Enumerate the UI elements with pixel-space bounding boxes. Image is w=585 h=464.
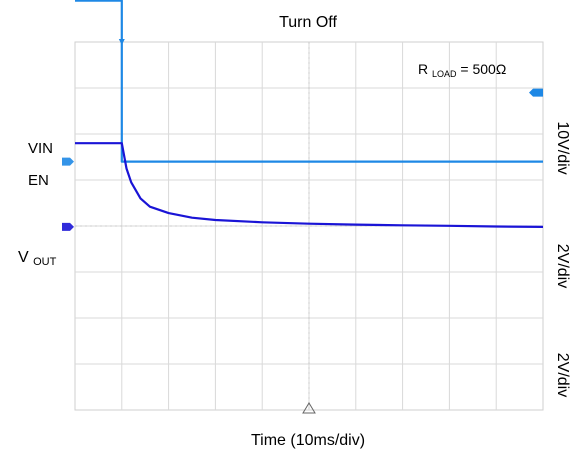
series-label-en: EN [28,172,49,189]
vout-label-main: V [18,249,29,266]
chart-title: Turn Off [279,14,337,31]
delay-marker [302,402,316,414]
rload-annotation: R LOAD = 500Ω [418,61,506,80]
scale-label-vout: 2V/div [554,353,571,397]
x-axis-label: Time (10ms/div) [251,432,365,449]
rload-prefix: R [418,61,428,77]
series-label-vin: VIN [28,140,53,157]
rload-subscript: LOAD [432,69,457,79]
scale-label-vin: 10V/div [554,121,571,174]
rload-suffix: = 500Ω [460,61,506,77]
vout-label-subscript: OUT [33,256,57,268]
ground-marker-vout [62,222,74,231]
ground-marker-en [62,157,74,166]
trace-vout [75,142,544,228]
traces [62,0,544,231]
scale-label-en: 2V/div [554,244,571,288]
trace-en [75,0,543,163]
trigger-level-marker [529,88,543,97]
series-label-vout: V OUT [18,249,57,268]
